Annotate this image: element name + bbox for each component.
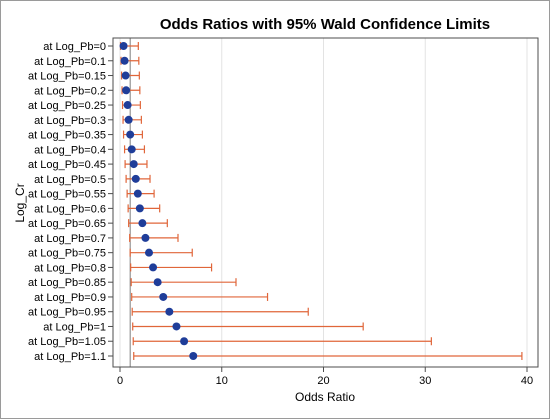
- estimate-point: [123, 101, 132, 110]
- estimate-point: [172, 322, 181, 331]
- y-tick-label: at Log_Pb=0.3: [34, 115, 106, 127]
- y-tick-label: at Log_Pb=0.2: [34, 85, 106, 97]
- y-tick-label: at Log_Pb=1: [43, 321, 106, 333]
- estimate-point: [149, 263, 158, 272]
- confidence-intervals: [119, 42, 523, 360]
- y-tick-label: at Log_Pb=0: [43, 41, 106, 53]
- y-tick-label: at Log_Pb=0.95: [28, 307, 106, 319]
- estimate-point: [133, 189, 142, 198]
- estimate-point: [138, 219, 147, 228]
- estimate-point: [189, 352, 198, 360]
- estimate-point: [144, 248, 153, 257]
- estimate-point: [159, 292, 168, 301]
- x-tick-label: 40: [521, 375, 533, 387]
- y-tick-label: at Log_Pb=0.9: [34, 292, 106, 304]
- grid-lines: [119, 38, 528, 367]
- x-ticks: 0 10 20 30 40: [117, 367, 533, 387]
- estimate-point: [141, 233, 150, 242]
- y-tick-label: at Log_Pb=1.05: [28, 336, 106, 348]
- y-tick-label: at Log_Pb=0.55: [28, 189, 106, 201]
- x-tick-label: 20: [317, 375, 329, 387]
- estimate-point: [124, 115, 133, 124]
- estimate-point: [122, 86, 131, 95]
- x-tick-label: 30: [419, 375, 431, 387]
- y-tick-label: at Log_Pb=0.75: [28, 248, 106, 260]
- y-tick-label: at Log_Pb=0.45: [28, 159, 106, 171]
- y-tick-label: at Log_Pb=0.7: [34, 233, 106, 245]
- y-tick-label: at Log_Pb=0.85: [28, 277, 106, 289]
- y-tick-labels: at Log_Pb=0at Log_Pb=0.1at Log_Pb=0.15at…: [28, 41, 113, 363]
- chart-title: Odds Ratios with 95% Wald Confidence Lim…: [160, 16, 490, 33]
- y-tick-label: at Log_Pb=0.25: [28, 100, 106, 112]
- y-tick-label: at Log_Pb=0.8: [34, 262, 106, 274]
- estimate-point: [126, 130, 135, 139]
- y-tick-label: at Log_Pb=0.65: [28, 218, 106, 230]
- estimate-points: [119, 42, 198, 360]
- estimate-point: [131, 174, 140, 183]
- estimate-point: [135, 204, 144, 213]
- estimate-point: [120, 56, 129, 65]
- estimate-point: [119, 42, 128, 50]
- y-tick-label: at Log_Pb=1.1: [34, 351, 106, 363]
- plot-area: [112, 37, 539, 368]
- y-tick-label: at Log_Pb=0.4: [34, 144, 106, 156]
- y-tick-label: at Log_Pb=0.6: [34, 203, 106, 215]
- y-tick-label: at Log_Pb=0.35: [28, 130, 106, 142]
- x-axis-label: Odds Ratio: [295, 390, 355, 404]
- estimate-point: [165, 307, 174, 316]
- y-tick-label: at Log_Pb=0.1: [34, 56, 106, 68]
- estimate-point: [180, 337, 189, 346]
- estimate-point: [121, 71, 130, 80]
- y-axis-label: Log_Cr: [13, 183, 27, 222]
- y-tick-label: at Log_Pb=0.15: [28, 71, 106, 83]
- x-tick-label: 0: [117, 375, 123, 387]
- x-tick-label: 10: [216, 375, 228, 387]
- estimate-point: [129, 160, 138, 169]
- estimate-point: [153, 278, 162, 287]
- y-tick-label: at Log_Pb=0.5: [34, 174, 106, 186]
- estimate-point: [127, 145, 136, 154]
